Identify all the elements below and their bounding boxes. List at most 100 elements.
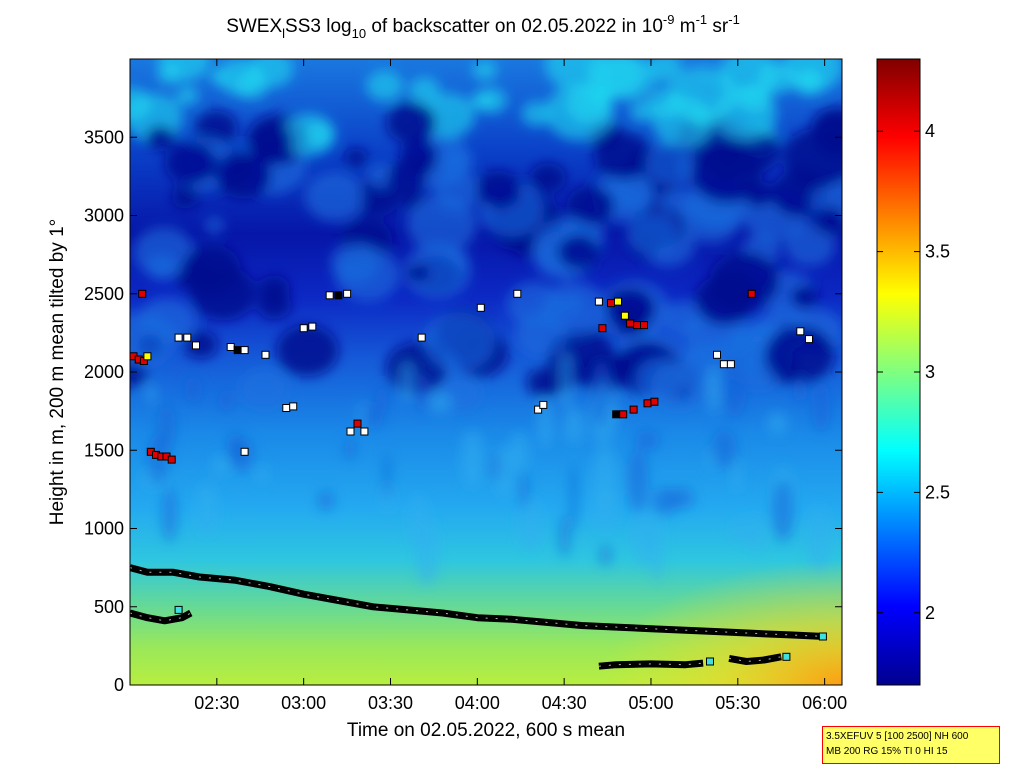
cloud-marker [183, 333, 192, 342]
upper-layer-line [130, 564, 825, 640]
cloud-marker [782, 652, 791, 661]
surface-segment-2 [728, 653, 782, 665]
texture-streak [196, 482, 218, 537]
texture-streak [218, 389, 235, 412]
texture-blob [629, 100, 656, 123]
texture-blob [440, 147, 474, 175]
texture-blob [404, 242, 471, 299]
texture-blob [627, 212, 679, 256]
cloud-marker [143, 352, 152, 361]
y-tick-label: 1000 [84, 519, 124, 539]
texture-blob [407, 263, 429, 282]
texture-blob [175, 85, 199, 106]
cloud-marker [138, 289, 147, 298]
texture-streak [558, 351, 573, 409]
cloud-marker [643, 399, 652, 408]
cloud-marker [308, 322, 317, 331]
cloud-marker [726, 360, 735, 369]
cloud-marker [289, 402, 298, 411]
texture-blob [344, 148, 368, 168]
cloud-marker [240, 447, 249, 456]
texture-streak [494, 445, 514, 498]
texture-blob [182, 244, 241, 294]
texture-blob [249, 123, 293, 160]
y-axis: 0 500 1000 1500 2000 2500 3000 3500 [84, 127, 842, 695]
texture-streak [317, 490, 335, 511]
cloud-marker [805, 335, 813, 344]
texture-blob [423, 312, 495, 372]
texture-blob [157, 64, 182, 85]
surface-segment-1-highlight [598, 662, 704, 667]
texture-blob [784, 224, 836, 267]
texture-streak [767, 412, 788, 434]
texture-blob [813, 207, 842, 236]
texture-blob [647, 59, 683, 83]
cloud-marker [167, 455, 176, 464]
colorbar-tick-label: 3 [925, 362, 935, 382]
cloud-marker [620, 311, 629, 320]
texture-blob [133, 226, 194, 278]
texture-streak [399, 360, 416, 402]
cloud-marker [747, 289, 756, 298]
texture-streak [226, 431, 244, 466]
texture-blob [184, 330, 218, 359]
cloud-marker [261, 350, 270, 359]
x-tick-label: 05:00 [628, 693, 673, 713]
cloud-marker [192, 341, 200, 350]
cloud-marker [619, 410, 628, 419]
x-axis: 02:30 03:00 03:30 04:00 04:30 05:00 05:30 06:00 [194, 59, 847, 713]
texture-streak [460, 429, 485, 488]
cloud-marker [513, 289, 522, 298]
texture-blob [387, 160, 428, 194]
texture-blob [529, 162, 567, 194]
cloud-markers [130, 289, 827, 666]
chart-title: SWEXlSS3 log10 of backscatter on 02.05.2… [226, 12, 740, 41]
y-tick-label: 1500 [84, 440, 124, 460]
texture-streak [343, 439, 356, 460]
texture-streak [416, 374, 431, 413]
texture-blob [690, 143, 763, 204]
cloud-marker [713, 350, 721, 359]
y-tick-label: 0 [114, 675, 124, 695]
texture-blob [764, 325, 835, 384]
texture-streak [375, 383, 388, 416]
texture-streak [146, 382, 157, 405]
texture-streak [722, 353, 747, 418]
cloud-marker [476, 303, 485, 312]
texture-blob [602, 169, 655, 213]
texture-blob [282, 113, 335, 157]
texture-blob [386, 101, 437, 144]
texture-blob [794, 71, 824, 96]
cloud-marker [612, 410, 621, 419]
texture-streak [710, 429, 738, 468]
y-axis-label: Height in m, 200 m mean tilted by 1° [47, 219, 68, 525]
texture-blob [145, 125, 176, 151]
cloud-marker [282, 404, 291, 412]
cloud-marker [796, 327, 805, 336]
cloud-marker [629, 405, 638, 414]
texture-blob [164, 141, 217, 185]
texture-blob [557, 234, 600, 270]
texture-blob [355, 178, 401, 217]
texture-blob [239, 368, 289, 409]
texture-blob [218, 59, 263, 96]
texture-blob [195, 110, 238, 146]
texture-blob [204, 217, 224, 234]
cloud-marker [343, 289, 352, 298]
cloud-marker [417, 333, 426, 342]
texture-streak [732, 457, 741, 495]
texture-blob [790, 285, 819, 309]
info-line-1: 3.5XEFUV 5 [100 2500] NH 600 [826, 731, 969, 742]
cloud-marker [594, 297, 603, 306]
x-tick-label: 03:00 [281, 693, 326, 713]
cloud-marker [818, 632, 827, 641]
cloud-marker [299, 324, 308, 333]
texture-blob [782, 127, 842, 188]
cloud-marker [226, 343, 235, 351]
cloud-marker [233, 346, 242, 355]
texture-blob [366, 70, 404, 102]
layer-lines [130, 564, 825, 670]
cloud-marker [353, 419, 362, 428]
surface-segment-1 [598, 659, 704, 670]
settings-info-box: 3.5XEFUV 5 [100 2500] NH 600 MB 200 RG 1… [822, 726, 1000, 764]
